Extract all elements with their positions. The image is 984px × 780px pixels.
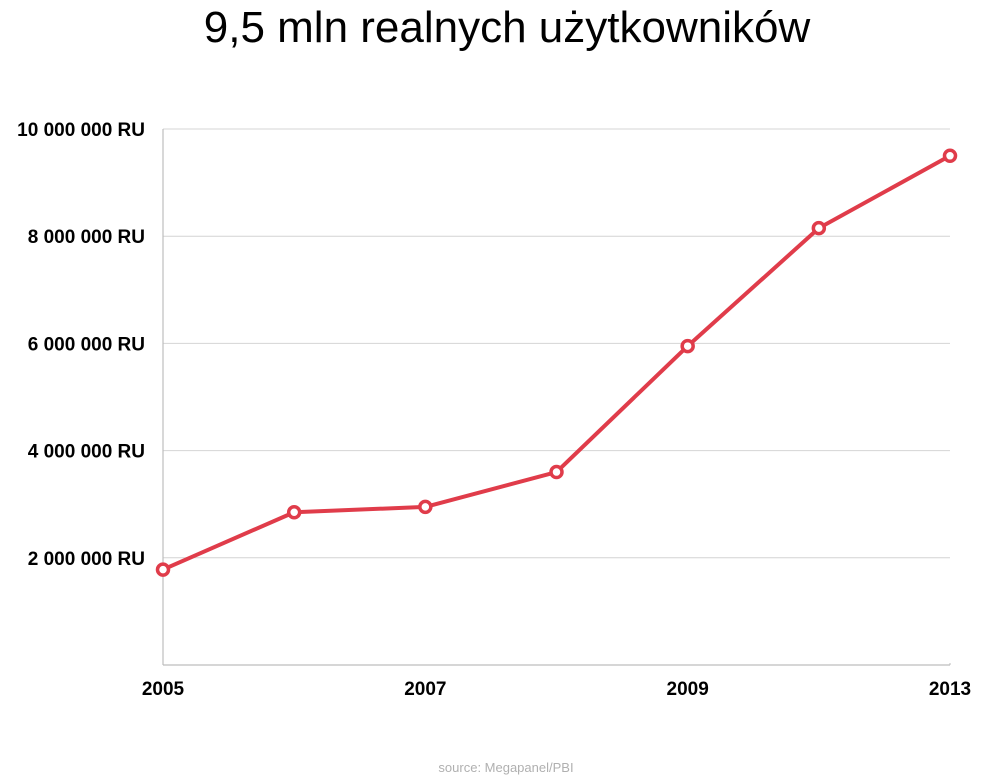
x-tick-label: 2005	[142, 679, 185, 700]
x-tick-label: 2013	[929, 679, 971, 700]
gridlines	[163, 128, 950, 559]
data-point	[549, 464, 564, 480]
data-point	[942, 148, 958, 164]
y-tick-label: 10 000 000 RU	[17, 120, 145, 141]
source-note: source: Megapanel/PBI	[438, 760, 574, 775]
y-tick-label: 4 000 000 RU	[28, 442, 145, 463]
data-point	[286, 504, 302, 520]
axes	[162, 129, 951, 666]
y-tick-label: 8 000 000 RU	[28, 227, 145, 248]
y-axis-tick-labels: 2 000 000 RU 4 000 000 RU 6 000 000 RU 8 00…	[17, 120, 145, 570]
y-tick-label: 6 000 000 RU	[28, 334, 145, 355]
x-tick-label: 2009	[667, 679, 709, 700]
data-points	[155, 148, 958, 577]
data-point	[418, 499, 433, 515]
chart-title: 9,5 mln realnych użytkowników	[203, 3, 811, 52]
data-point	[155, 562, 171, 577]
x-axis-tick-labels: 2005 2007 2009 2013	[142, 679, 971, 700]
series-line-path	[161, 153, 952, 572]
series-line	[161, 153, 952, 572]
data-point	[680, 338, 695, 354]
data-point	[811, 220, 827, 236]
x-tick-label: 2007	[404, 679, 446, 700]
y-tick-label: 2 000 000 RU	[28, 549, 145, 570]
